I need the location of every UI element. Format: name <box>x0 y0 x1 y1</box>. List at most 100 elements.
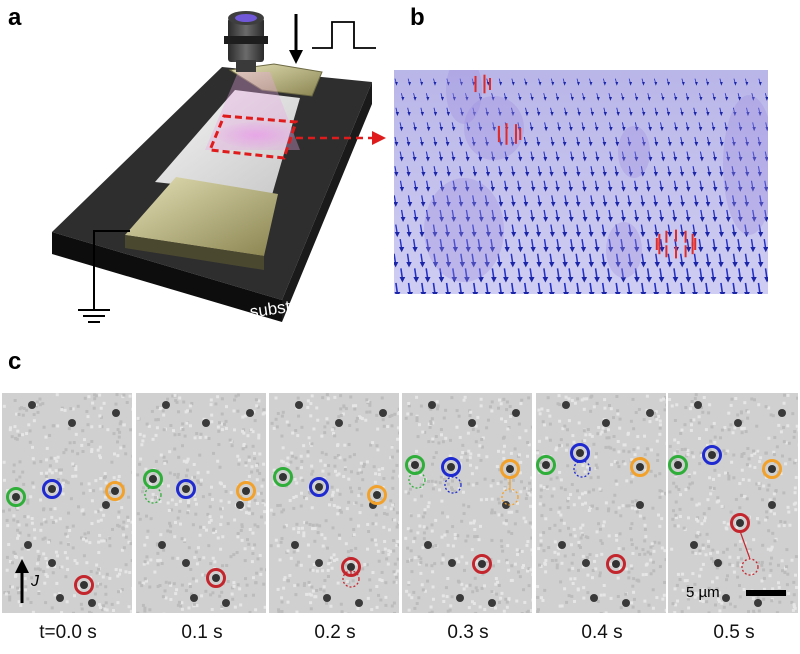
green-previous-position <box>144 486 162 504</box>
spin-arrow-head <box>503 187 509 192</box>
panel-label-a: a <box>8 4 22 31</box>
spin-arrow-head <box>530 217 536 223</box>
spin-arrow-head <box>608 247 614 253</box>
spin-arrow-head <box>420 202 426 207</box>
ground-wire <box>93 230 130 310</box>
green-trajectory-line <box>414 471 418 474</box>
spin-arrow-head <box>471 202 477 207</box>
spin-arrow-head <box>629 112 633 117</box>
spin-arrow-head <box>568 217 574 223</box>
spin-arrow-head <box>698 127 703 132</box>
skyrmion-dot <box>646 409 654 417</box>
spin-arrow-head <box>640 292 647 294</box>
spin-arrow-head <box>621 187 626 192</box>
spin-arrow-head <box>465 217 471 223</box>
spin-arrow-head <box>548 262 555 268</box>
spin-arrow-head <box>440 187 445 192</box>
spin-arrow-head <box>626 292 633 294</box>
spin-arrow-head <box>511 172 516 177</box>
skyrmion-dot <box>295 401 303 409</box>
spin-arrow-head <box>498 292 505 294</box>
spin-arrow-head <box>438 277 445 283</box>
spin-arrow-head <box>413 217 419 223</box>
skyrmion-dot <box>102 501 110 509</box>
spin-arrow-head <box>433 172 438 177</box>
spin-arrow-head <box>627 262 634 268</box>
spin-arrow-head <box>536 142 541 147</box>
spin-arrow-head <box>699 157 704 162</box>
spin-arrow-head <box>395 82 398 86</box>
tracked-skyrmion <box>768 465 776 473</box>
skyrmion-dot <box>558 541 566 549</box>
spin-arrow-head <box>394 172 399 177</box>
spin-arrow-head <box>685 277 692 283</box>
spin-arrow-head <box>555 157 560 162</box>
spin-arrow-head <box>719 172 724 177</box>
spin-arrow-head <box>764 277 768 283</box>
spin-arrow-head <box>718 202 724 207</box>
spin-arrow-head <box>419 262 426 268</box>
skyrmion-dot <box>714 559 722 567</box>
spin-arrow-head <box>640 262 647 268</box>
spin-arrow-head <box>420 142 424 147</box>
skyrmion-cone <box>618 126 650 178</box>
spin-arrow-head <box>425 247 431 253</box>
spin-arrow-head <box>692 172 697 177</box>
spin-arrow-head <box>445 262 452 268</box>
spin-arrow-head <box>491 157 496 162</box>
skyrmion-dot <box>202 419 210 427</box>
microscopy-frame-5: 5 µm <box>668 393 798 613</box>
spin-arrow-head <box>712 247 718 253</box>
spin-arrow-head <box>698 247 704 253</box>
spin-arrow-head <box>465 97 469 101</box>
skyrmion-dot <box>112 409 120 417</box>
spin-arrow-head <box>439 217 445 223</box>
spin-arrow-head <box>575 202 581 207</box>
spin-arrow-head <box>653 172 658 177</box>
spin-arrow-head <box>724 187 729 192</box>
spin-arrow-head <box>590 112 595 117</box>
spin-arrow-head <box>614 292 621 294</box>
spin-arrow-head <box>608 97 612 101</box>
spin-arrow-head <box>562 262 568 268</box>
spin-arrow-head <box>510 142 515 147</box>
red-trajectory-line <box>739 530 751 560</box>
spin-arrow-head <box>446 82 450 86</box>
spin-arrow-head <box>485 112 490 117</box>
spin-arrow-head <box>750 187 756 192</box>
spin-arrow-head <box>394 292 401 294</box>
spin-arrow-head <box>529 127 534 132</box>
spin-arrow-head <box>548 292 555 294</box>
spin-arrow-head <box>712 217 718 223</box>
spin-arrow-head <box>407 292 414 294</box>
spin-arrow-head <box>581 277 588 283</box>
spin-arrow-head <box>511 232 517 238</box>
spin-arrow-head <box>679 262 685 268</box>
skyrmion-dot <box>56 594 64 602</box>
spin-arrow-head <box>406 262 412 268</box>
spin-arrow-head <box>399 127 404 132</box>
spin-arrow-head <box>757 262 764 268</box>
spin-arrow-head <box>686 157 691 162</box>
tracked-skyrmion <box>80 581 88 589</box>
spin-arrow-head <box>711 127 716 132</box>
spin-arrow-head <box>564 112 568 117</box>
spin-arrow-head <box>413 187 419 192</box>
spin-arrow-head <box>732 262 738 268</box>
spin-arrow-head <box>556 277 562 283</box>
spin-arrow-head <box>451 127 456 132</box>
spin-arrow-head <box>439 127 444 132</box>
spin-arrow-head <box>667 232 673 238</box>
tracked-skyrmion <box>242 487 250 495</box>
spin-arrow-head <box>718 262 724 268</box>
spin-arrow-head <box>580 247 587 253</box>
spin-arrow-head <box>758 232 764 238</box>
spin-arrow-head <box>477 247 483 253</box>
spin-arrow-head <box>530 97 534 101</box>
spin-arrow-head <box>577 112 581 117</box>
skyrmion-dot <box>636 501 644 509</box>
spin-arrow-head <box>616 112 620 117</box>
spin-arrow-head <box>485 172 491 177</box>
spin-arrow-head <box>686 187 691 192</box>
spin-arrow-head <box>666 112 671 117</box>
